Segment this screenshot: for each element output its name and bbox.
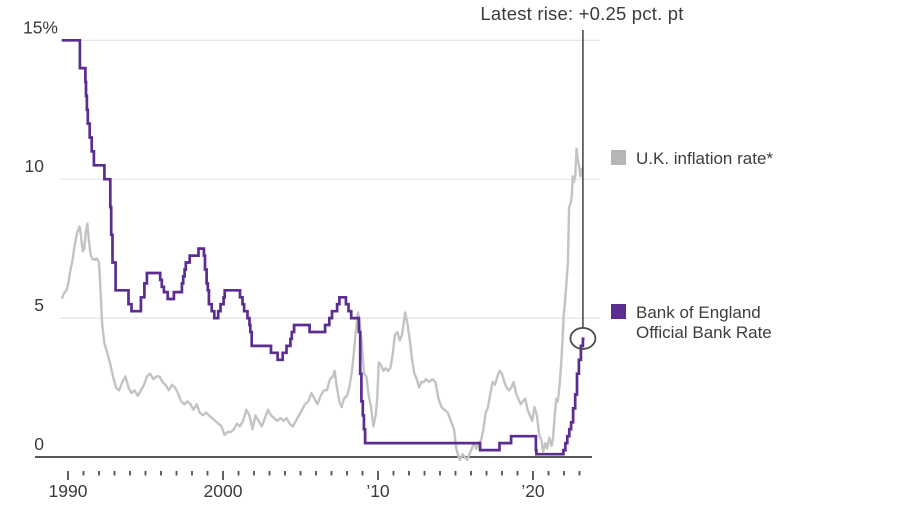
x-tick-label: ’10 [366,481,390,501]
y-tick-label: 5 [34,295,44,315]
y-tick-label: 10 [25,156,45,176]
bank-rate-legend-swatch [611,304,626,319]
legend-label-bank-rate-line2: Official Bank Rate [636,323,772,343]
latest-rate-highlight-circle [569,327,597,350]
x-tick-label: 2000 [204,481,243,501]
legend-label-bank-rate: Bank of England Official Bank Rate [636,303,772,343]
y-tick-label: 15% [23,17,58,37]
legend-label-bank-rate-line1: Bank of England [636,303,761,322]
inflation-line [60,147,583,461]
inflation-legend-swatch [611,150,626,165]
x-tick-label: ’20 [521,481,545,501]
legend-item-bank-rate: Bank of England Official Bank Rate [611,303,772,343]
legend-item-inflation: U.K. inflation rate* [611,149,773,169]
annotation-latest-rise: Latest rise: +0.25 pct. pt [480,3,684,24]
x-tick-label: 1990 [49,481,88,501]
bank-rate-line [61,38,585,456]
legend-label-inflation: U.K. inflation rate* [636,149,774,168]
y-tick-label: 0 [34,434,44,454]
